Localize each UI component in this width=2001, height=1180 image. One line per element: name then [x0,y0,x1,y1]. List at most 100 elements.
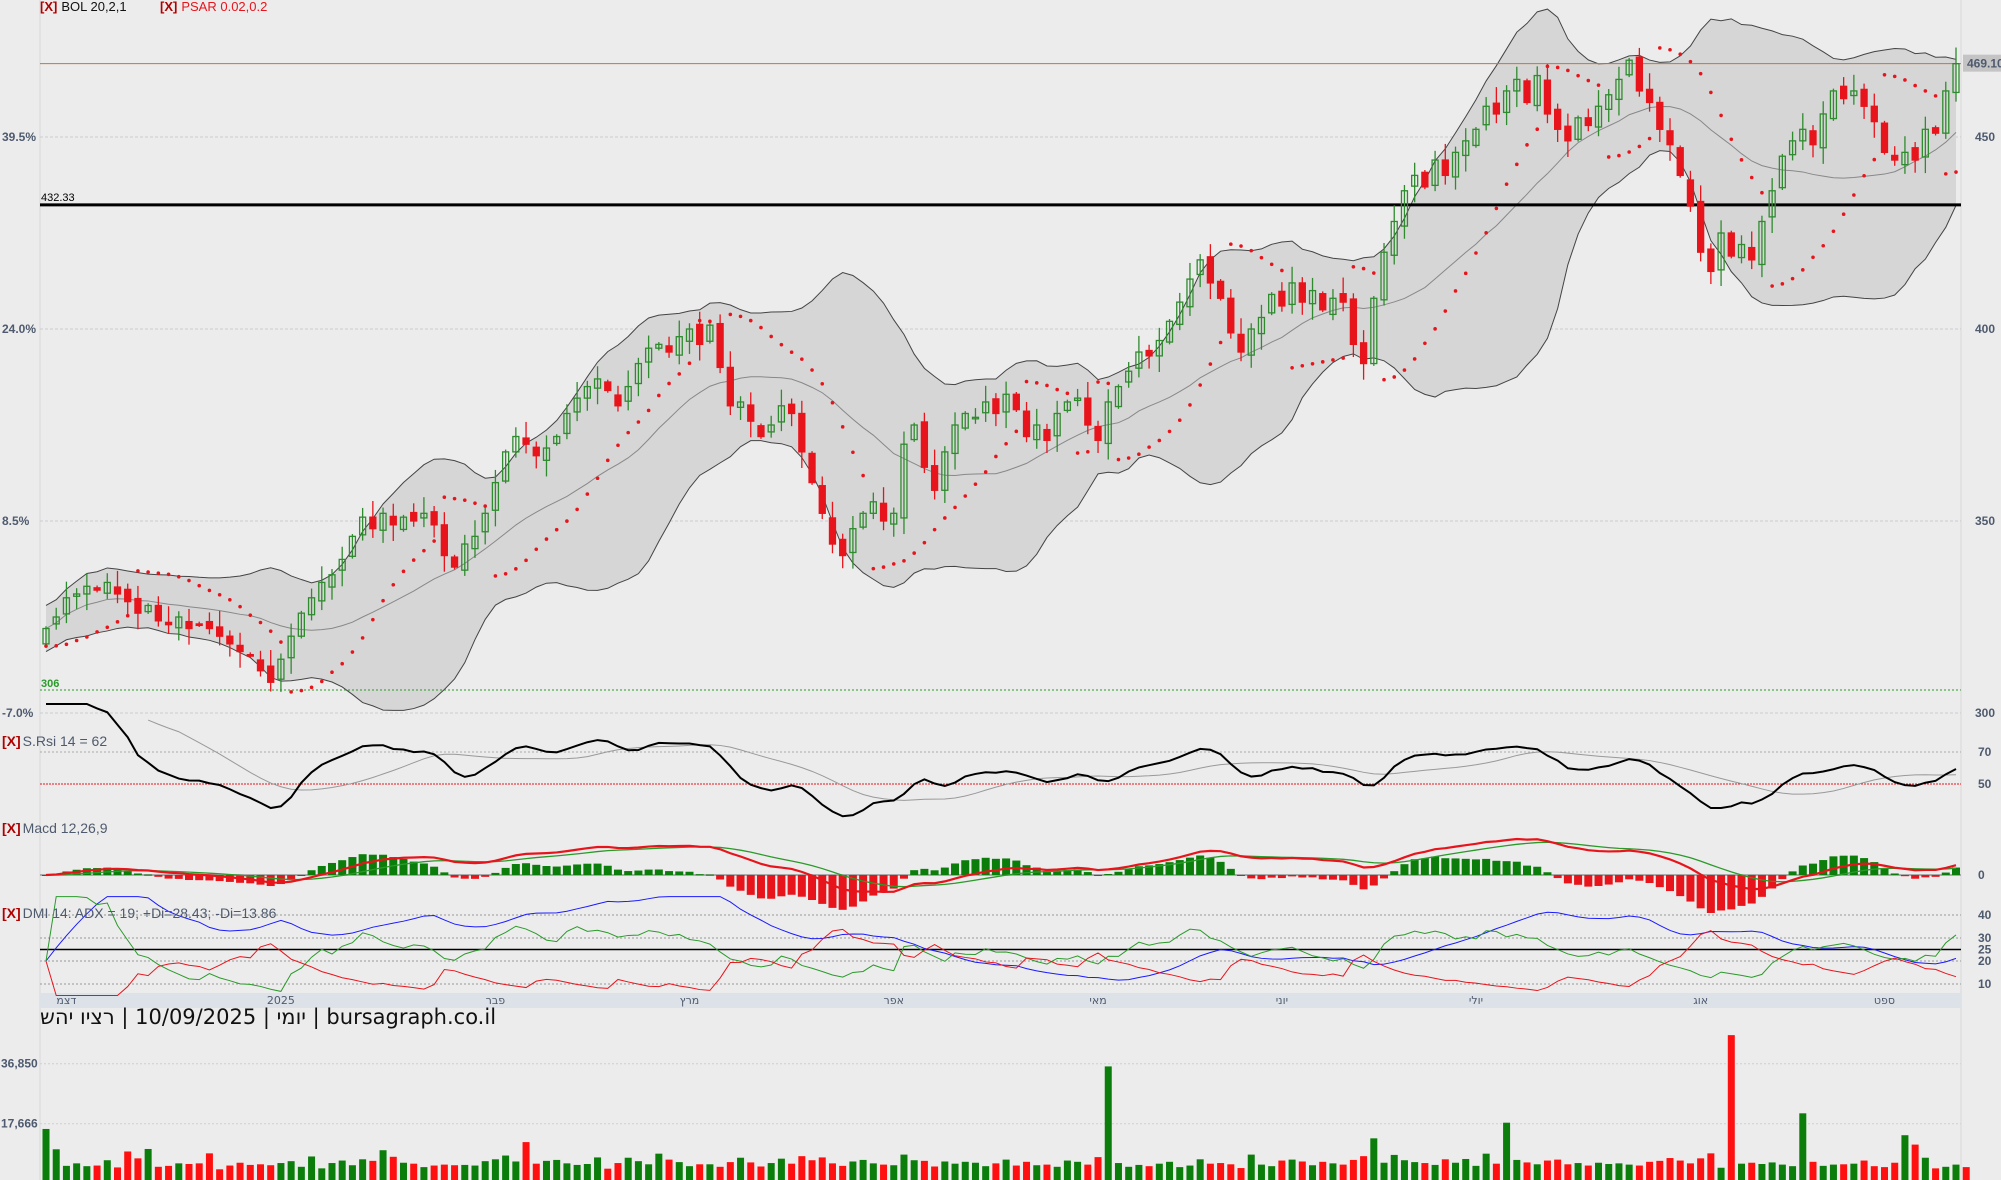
bol-legend[interactable]: [X] BOL 20,2,1 [40,0,127,14]
psar-dot [74,638,79,643]
psar-close-icon[interactable]: [X] [160,0,177,14]
macd-close-icon[interactable]: [X] [2,820,21,836]
candle-body [726,366,734,407]
candle-body [144,604,152,613]
psar-dot [1453,289,1458,293]
dmi-legend[interactable]: [X] DMI 14: ADX = 19; +Di=28.43; -Di=13.8… [2,905,277,921]
psar-dot [738,314,743,319]
bol-close-icon[interactable]: [X] [40,0,57,14]
macd-histogram-bar [1237,875,1246,876]
macd-histogram-bar [501,867,510,875]
resistance-label: 432.33 [41,192,75,204]
psar-dot [1862,173,1866,178]
psar-dot [238,604,242,609]
candle-body [1012,393,1020,411]
macd-legend[interactable]: [X] Macd 12,26,9 [2,820,108,836]
volume-bar [634,1161,642,1180]
candle-body [992,398,1000,415]
volume-bar [1503,1122,1511,1180]
psar-dot [401,569,406,574]
macd-histogram-bar [481,875,490,877]
volume-bar [256,1164,264,1180]
psar-dot [1606,155,1611,159]
volume-bar [696,1164,704,1180]
candle-body [716,322,724,369]
macd-histogram-bar [511,864,520,875]
psar-dot [616,443,620,448]
volume-bar [1206,1163,1214,1180]
volume-bar [1707,1153,1715,1180]
candle-body [849,528,857,554]
psar-dot [534,547,539,552]
psar-dot [1647,136,1652,141]
candle-body [1451,151,1460,178]
psar-dot [953,505,957,510]
macd-histogram-bar [1094,875,1103,876]
macd-histogram-bar [1809,863,1818,875]
psar-dot [432,539,436,543]
candle-body [1145,349,1153,357]
macd-histogram-bar [920,868,929,875]
psar-legend[interactable]: [X] PSAR 0.02,0.2 [160,0,267,14]
month-label: אפר [884,994,904,1007]
psar-dot [524,558,528,563]
macd-histogram-bar [1471,859,1480,875]
macd-histogram-bar [1226,868,1235,875]
macd-histogram-bar [705,874,714,876]
macd-histogram-bar [1145,865,1154,875]
psar-dot [228,598,232,602]
macd-histogram-bar [1451,858,1460,875]
macd-histogram-bar [1543,872,1552,875]
macd-histogram-bar [1318,875,1327,880]
psar-dot [626,430,630,435]
volume-bar [1462,1158,1470,1180]
candle-body [410,511,418,522]
volume-bar [1074,1161,1082,1180]
macd-histogram-bar [1778,875,1787,880]
psar-dot [1086,449,1090,454]
candle-body [818,485,826,514]
macd-histogram-bar [1941,872,1950,875]
macd-histogram-bar [736,875,745,891]
volume-bar [1360,1156,1368,1180]
candle-body [644,347,653,363]
volume-bar [359,1159,367,1180]
macd-histogram-bar [1134,866,1143,875]
macd-histogram-bar [613,869,622,875]
macd-histogram-bar [1829,856,1838,875]
candle-body [318,581,326,602]
volume-bar [1646,1161,1654,1180]
psar-dot [840,425,845,429]
volume-bar [73,1163,81,1180]
macd-histogram-bar [1063,870,1072,875]
candle-body [1788,140,1797,156]
volume-bar [1043,1164,1051,1180]
psar-dot [64,642,69,647]
psar-dot [1249,248,1254,253]
macd-histogram-bar [869,875,878,896]
candle-body [941,451,949,491]
volume-bar [1860,1160,1868,1180]
psar-dots [44,46,1958,694]
psar-dot [810,368,814,372]
volume-bar [890,1165,898,1180]
volume-bar [1380,1162,1388,1180]
rsi-close-icon[interactable]: [X] [2,733,21,749]
psar-dot [1004,441,1008,446]
psar-dot [994,454,998,459]
month-label: מרץ [680,994,700,1007]
volume-bar [624,1157,632,1180]
psar-dot [565,519,569,523]
rsi-legend[interactable]: [X] S.Rsi 14 = 62 [2,733,107,749]
psar-dot [422,548,426,553]
candle-body [471,535,479,550]
macd-histogram-bar [307,870,316,875]
psar-dot [1555,65,1560,70]
candle-body [1043,428,1051,442]
dmi-close-icon[interactable]: [X] [2,905,21,921]
volume-bar [553,1159,561,1180]
macd-histogram-bar [1890,873,1899,875]
month-label: דצמ [56,994,76,1007]
psar-dot [391,582,396,587]
